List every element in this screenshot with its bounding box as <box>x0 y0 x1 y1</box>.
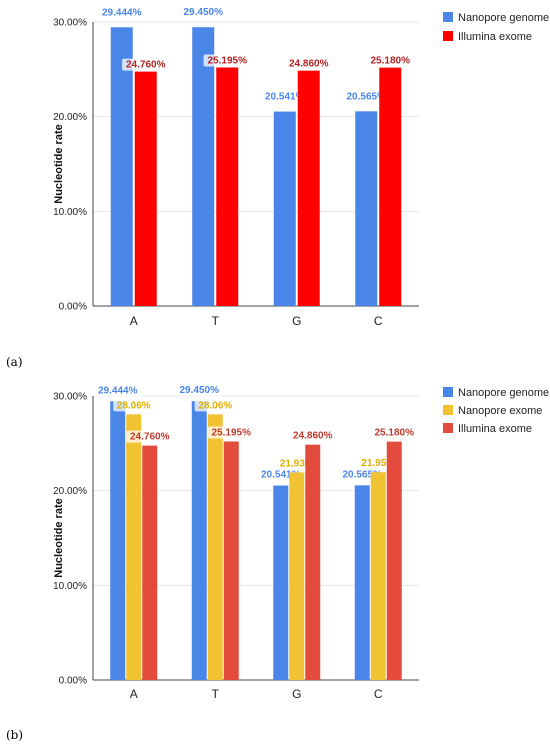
data-label: 29.444% <box>102 7 142 18</box>
x-category-label: C <box>374 687 383 701</box>
data-label: 28.06% <box>198 400 232 411</box>
data-label-bg <box>98 6 146 19</box>
data-label: 29.444% <box>98 385 138 396</box>
bar-c-series-1 <box>354 485 370 680</box>
bar-a-series-2 <box>126 414 142 680</box>
data-label-bg <box>207 426 255 439</box>
data-label: 25.180% <box>375 428 415 439</box>
data-label-bg <box>366 54 414 67</box>
bar-g-series-2 <box>289 472 305 680</box>
data-label: 28.06% <box>117 400 151 411</box>
data-label: 24.860% <box>289 59 329 70</box>
legend-label: Illumina exome <box>458 31 532 43</box>
bar-a-series-3 <box>142 445 158 680</box>
data-label-bg <box>370 426 418 439</box>
data-label: 25.195% <box>212 427 252 438</box>
panel-label: (b) <box>6 728 23 742</box>
x-category-label: T <box>212 687 220 701</box>
panel-label: (a) <box>6 355 23 369</box>
bar-g-series-1 <box>273 485 289 680</box>
legend-label: Nanopore genome <box>458 387 549 399</box>
bar-a-series-1 <box>110 401 126 680</box>
legend-label: Nanopore exome <box>458 405 542 417</box>
data-label-bg <box>194 399 236 412</box>
y-tick-label: 20.00% <box>53 486 87 497</box>
legend-swatch <box>443 31 453 41</box>
data-label: 29.450% <box>184 7 224 18</box>
y-axis-title: Nucleotide rate <box>53 124 65 203</box>
x-category-label: C <box>374 314 383 328</box>
data-label-bg <box>342 90 390 103</box>
legend-label: Nanopore genome <box>458 12 549 24</box>
chart-panel-2: 0.00% 10.00% 20.00% 30.00% Nucleotide rate 29… <box>6 384 549 742</box>
bar-c-series-2 <box>379 67 402 306</box>
data-label: 20.541% <box>261 470 301 481</box>
data-label: 25.195% <box>208 55 248 66</box>
y-tick-label: 10.00% <box>53 207 87 218</box>
data-label: 24.760% <box>126 60 166 71</box>
legend-swatch <box>443 387 453 397</box>
bar-c-series-3 <box>386 441 402 680</box>
data-label: 24.860% <box>293 431 333 442</box>
bar-c-series-2 <box>370 472 386 680</box>
y-tick-label: 30.00% <box>53 392 87 403</box>
data-label: 29.450% <box>180 385 220 396</box>
legend-swatch <box>443 423 453 433</box>
bar-t-series-3 <box>223 441 239 680</box>
data-label-bg <box>94 384 142 397</box>
legend-label: Illumina exome <box>458 423 532 435</box>
x-category-label: T <box>212 314 220 328</box>
y-tick-label: 20.00% <box>53 112 87 123</box>
data-label-bg <box>179 6 227 19</box>
y-tick-label: 10.00% <box>53 581 87 592</box>
chart-panel-1: 0.00% 10.00% 20.00% 30.00% Nucleotide rate 29… <box>6 6 549 369</box>
x-category-label: A <box>130 687 138 701</box>
data-label-bg <box>175 384 223 397</box>
bar-t-series-1 <box>191 401 207 680</box>
data-label: 21.95% <box>361 458 395 469</box>
data-label: 20.541% <box>265 92 305 103</box>
data-label: 20.565% <box>347 91 387 102</box>
data-label: 20.565% <box>343 469 383 480</box>
bar-g-series-3 <box>305 444 321 680</box>
data-label-bg <box>285 57 333 70</box>
data-label-bg <box>113 399 155 412</box>
bar-t-series-1 <box>192 27 215 307</box>
data-label-bg <box>261 90 309 103</box>
bar-t-series-2 <box>207 414 223 680</box>
bar-g-series-1 <box>273 111 296 306</box>
bar-a-series-2 <box>134 71 157 306</box>
data-label: 25.180% <box>371 56 411 67</box>
data-label: 21.93% <box>280 458 314 469</box>
bar-a-series-1 <box>110 27 133 307</box>
x-category-label: G <box>292 687 301 701</box>
y-tick-label: 30.00% <box>53 18 87 29</box>
bar-t-series-2 <box>216 67 239 306</box>
data-label-bg <box>126 430 174 443</box>
y-tick-label: 0.00% <box>59 676 87 687</box>
data-label-bg <box>203 54 251 67</box>
x-category-label: G <box>292 314 301 328</box>
data-label-bg <box>289 429 337 442</box>
y-tick-label: 0.00% <box>59 302 87 313</box>
data-label: 24.760% <box>130 432 170 443</box>
y-axis-title: Nucleotide rate <box>53 498 65 577</box>
legend-swatch <box>443 12 453 22</box>
legend-swatch <box>443 405 453 415</box>
bar-c-series-1 <box>355 111 378 307</box>
bar-g-series-2 <box>297 70 320 307</box>
x-category-label: A <box>130 314 138 328</box>
data-label-bg <box>122 58 170 71</box>
